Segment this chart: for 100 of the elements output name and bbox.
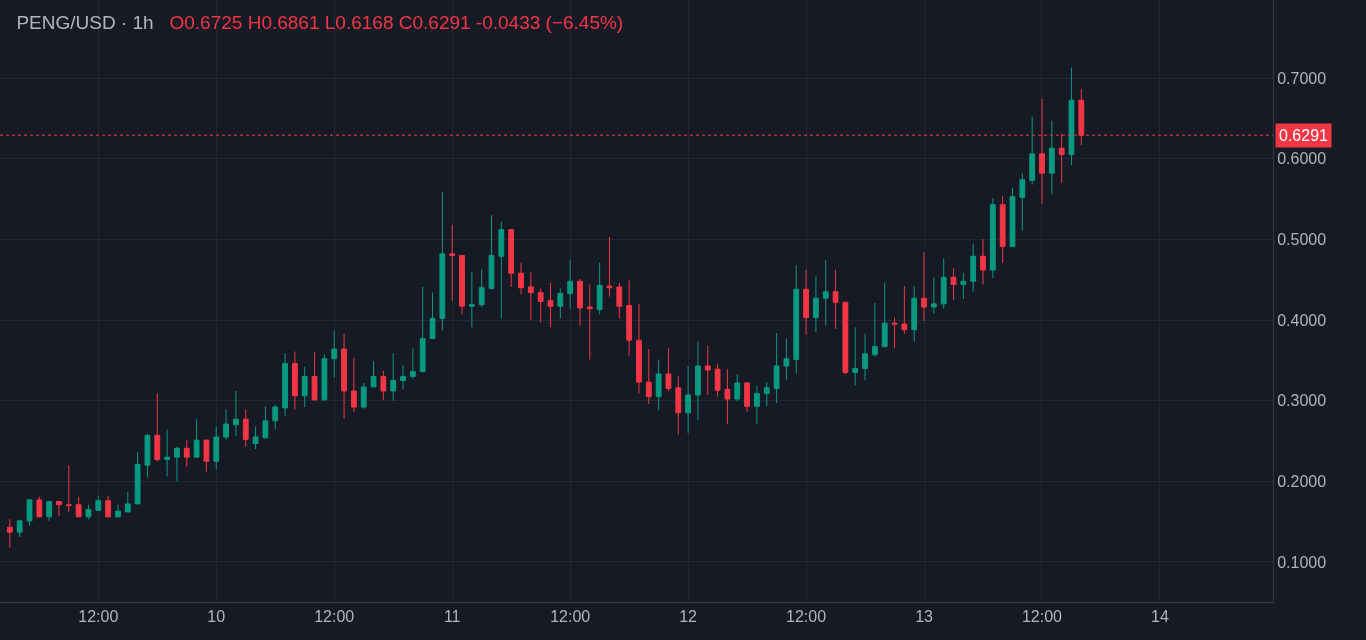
candlestick (822, 259, 829, 327)
candlestick (409, 347, 416, 380)
candlestick (1009, 187, 1016, 248)
candlestick (124, 491, 131, 513)
x-tick-label: 13 (915, 608, 934, 626)
candlestick (763, 381, 770, 407)
candlestick (468, 271, 475, 328)
candlestick (429, 292, 436, 340)
candlestick (842, 301, 849, 375)
x-tick-label: 12:00 (550, 608, 591, 626)
candlestick (370, 360, 377, 388)
text: PENG/USD · 1h (16, 12, 154, 34)
candlestick (262, 405, 269, 440)
candlestick (655, 359, 662, 411)
candlestick (341, 333, 347, 419)
x-tick-label: 12 (679, 608, 698, 626)
candlestick (301, 366, 308, 408)
candlestick (95, 495, 102, 511)
candlestick (213, 425, 220, 470)
candlestick (311, 351, 318, 402)
candlestick (773, 332, 780, 404)
candlestick (144, 433, 151, 478)
candlestick (891, 317, 898, 349)
candlestick (852, 326, 859, 386)
x-tick-label: 10 (207, 608, 226, 626)
x-tick-label: 12:00 (78, 608, 119, 626)
candlestick (665, 347, 672, 392)
candlestick (537, 288, 544, 323)
candlestick (950, 267, 957, 301)
candlestick (734, 373, 741, 402)
candlestick (1048, 120, 1055, 195)
candlestick (754, 384, 760, 425)
candlestick (557, 288, 564, 319)
y-tick-label: 0.1000 (1277, 553, 1327, 571)
candlestick (508, 229, 515, 288)
candlestick (871, 302, 878, 358)
text: O0.6725 H0.6861 L0.6168 C0.6291 -0.0433 (−6.45%) (169, 12, 624, 34)
candlestick (901, 285, 908, 335)
candlestick (999, 195, 1006, 264)
candlestick (567, 259, 574, 310)
candlestick (803, 269, 809, 336)
candlestick (154, 392, 161, 462)
candlestick (272, 404, 279, 430)
candlestick (724, 368, 731, 425)
candlestick (183, 439, 190, 468)
candlestick (203, 438, 210, 473)
candlestick (881, 282, 888, 348)
candlestick (488, 214, 495, 290)
candlestick (960, 272, 967, 300)
candlestick (65, 464, 72, 513)
candlestick (6, 518, 13, 548)
candlestick (390, 352, 397, 402)
candlestick (547, 282, 554, 328)
candlestick (292, 350, 298, 411)
x-tick-label: 12:00 (1021, 608, 1063, 626)
candlestick (921, 251, 927, 322)
candlestick (419, 286, 426, 373)
candlestick (596, 262, 603, 315)
y-tick-label: 0.2000 (1277, 472, 1327, 490)
ref-line-label: 0.6291 (1279, 127, 1329, 144)
candlestick (85, 504, 92, 520)
candlestick (478, 268, 485, 308)
candlestick (223, 409, 229, 440)
candlestick (518, 262, 524, 295)
candlestick (626, 279, 633, 356)
candlestick (46, 500, 53, 522)
x-tick-label: 12:00 (786, 608, 827, 626)
candlestick (989, 197, 996, 279)
candlestick (321, 354, 328, 402)
candlestick (360, 382, 367, 410)
candlestick (704, 345, 711, 396)
candlestick (527, 271, 534, 321)
x-tick-label: 11 (443, 608, 461, 626)
candlestick (675, 375, 682, 436)
candlestick (380, 370, 387, 401)
candlestick (449, 224, 456, 302)
candlestick (685, 365, 692, 434)
y-tick-label: 0.6000 (1277, 150, 1327, 168)
candlestick (459, 254, 465, 315)
candlestick (75, 496, 82, 518)
candlestick (252, 425, 259, 450)
candlestick (586, 284, 593, 361)
candlestick (783, 338, 790, 381)
candlestick (439, 191, 446, 331)
candlestick (636, 303, 642, 394)
candlestick (174, 446, 180, 482)
y-tick-label: 0.5000 (1277, 230, 1327, 248)
candlestick (282, 352, 288, 417)
y-tick-label: 0.7000 (1277, 69, 1327, 87)
candlestick (134, 451, 141, 505)
candlestick (832, 269, 839, 330)
candlestick (744, 381, 750, 413)
candlestick (645, 348, 652, 405)
candlestick (606, 236, 613, 298)
candlestick (793, 264, 800, 374)
candlestick (940, 258, 947, 310)
candlestick (1029, 116, 1036, 185)
candlestick (1019, 172, 1026, 231)
y-tick-label: 0.4000 (1277, 311, 1327, 329)
candlestick (400, 364, 406, 390)
